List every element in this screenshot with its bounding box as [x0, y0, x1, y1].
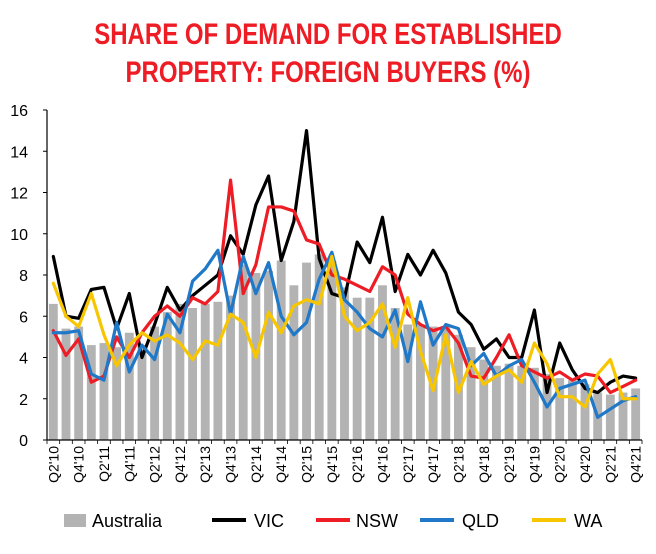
bar-australia [276, 260, 286, 440]
y-tick-label: 10 [10, 227, 28, 244]
bar-australia [491, 365, 501, 440]
x-tick-label: Q4'13 [223, 446, 239, 483]
bar-australia [162, 312, 172, 441]
bar-australia [555, 378, 565, 441]
bar-australia [529, 367, 539, 440]
chart-subtitle: PROPERTY: FOREIGN BUYERS (%) [125, 56, 531, 89]
x-tick-label: Q4'17 [425, 446, 441, 483]
y-tick-label: 14 [10, 144, 28, 161]
x-tick-label: Q2'17 [400, 446, 416, 483]
bar-australia [175, 303, 185, 441]
bar-australia [340, 287, 349, 441]
chart-title: SHARE OF DEMAND FOR ESTABLISHED [94, 18, 562, 51]
bar-australia [200, 303, 210, 441]
y-tick-label: 4 [19, 351, 28, 368]
legend-label-qld: QLD [462, 511, 499, 531]
legend-label-australia: Australia [92, 511, 163, 531]
y-tick-label: 16 [10, 103, 28, 120]
series-line-wa [51, 254, 638, 409]
x-tick-label: Q2'21 [602, 446, 618, 483]
bar-australia [567, 380, 577, 440]
bar-australia [86, 345, 96, 441]
bar-australia [479, 359, 489, 440]
bar-australia [213, 301, 223, 440]
bar-australia [137, 345, 147, 441]
bar-australia [441, 326, 451, 440]
bar-australia [61, 328, 71, 441]
legend-label-vic: VIC [254, 511, 284, 531]
bar-australia [74, 326, 84, 440]
bar-australia [605, 394, 615, 441]
bar-australia [188, 308, 198, 440]
x-tick-label: Q2'10 [45, 446, 61, 483]
bar-australia [378, 285, 387, 440]
x-tick-label: Q4'12 [172, 446, 188, 483]
bar-australia [580, 384, 590, 440]
x-tick-label: Q2'15 [299, 446, 315, 483]
bar-australia [365, 297, 375, 440]
y-tick-label: 0 [19, 433, 28, 450]
bar-australia [238, 264, 248, 440]
x-tick-label: Q4'10 [71, 446, 87, 483]
x-tick-label: Q4'21 [628, 446, 644, 483]
x-tick-label: Q4'20 [577, 446, 593, 483]
series-line-qld [51, 248, 638, 419]
legend-label-nsw: NSW [356, 511, 398, 531]
x-tick-label: Q2'16 [349, 446, 365, 483]
x-tick-label: Q2'20 [552, 446, 568, 483]
x-tick-label: Q4'15 [324, 446, 340, 483]
x-tick-label: Q2'13 [197, 446, 213, 483]
bar-australia [226, 295, 235, 441]
bar-australia [390, 308, 400, 440]
bar-australia [428, 326, 438, 440]
bar-australia [631, 388, 641, 440]
bar-australia [416, 324, 425, 440]
x-tick-label: Q2'19 [501, 446, 517, 483]
y-tick-label: 12 [10, 186, 28, 203]
legend-label-wa: WA [574, 511, 602, 531]
bar-australia [124, 332, 134, 440]
y-tick-label: 8 [19, 268, 28, 285]
x-tick-label: Q4'19 [526, 446, 542, 483]
bar-australia [352, 297, 362, 440]
bar-australia [327, 260, 337, 440]
bar-australia [112, 347, 122, 440]
x-tick-label: Q4'14 [273, 446, 289, 483]
bar-australia [314, 254, 324, 441]
bar-australia [99, 343, 109, 440]
legend-swatch-australia [64, 514, 86, 527]
bar-australia [618, 392, 628, 440]
y-tick-label: 6 [19, 309, 28, 326]
bar-australia [150, 326, 160, 440]
bar-australia [403, 324, 413, 440]
bar-australia [289, 285, 299, 440]
x-tick-label: Q4'16 [374, 446, 390, 483]
x-tick-label: Q2'18 [450, 446, 466, 483]
x-tick-label: Q2'11 [96, 446, 112, 482]
bar-australia [466, 347, 476, 440]
bar-australia [48, 303, 58, 441]
bar-australia [517, 365, 527, 440]
bar-australia [302, 262, 311, 441]
x-tick-label: Q4'11 [121, 446, 137, 482]
bar-australia [264, 270, 273, 441]
series-line-nsw [51, 178, 638, 395]
x-tick-label: Q2'12 [147, 446, 163, 483]
bar-australia [504, 363, 514, 440]
x-tick-label: Q4'18 [476, 446, 492, 483]
y-tick-label: 2 [19, 392, 28, 409]
x-tick-label: Q2'14 [248, 446, 264, 483]
